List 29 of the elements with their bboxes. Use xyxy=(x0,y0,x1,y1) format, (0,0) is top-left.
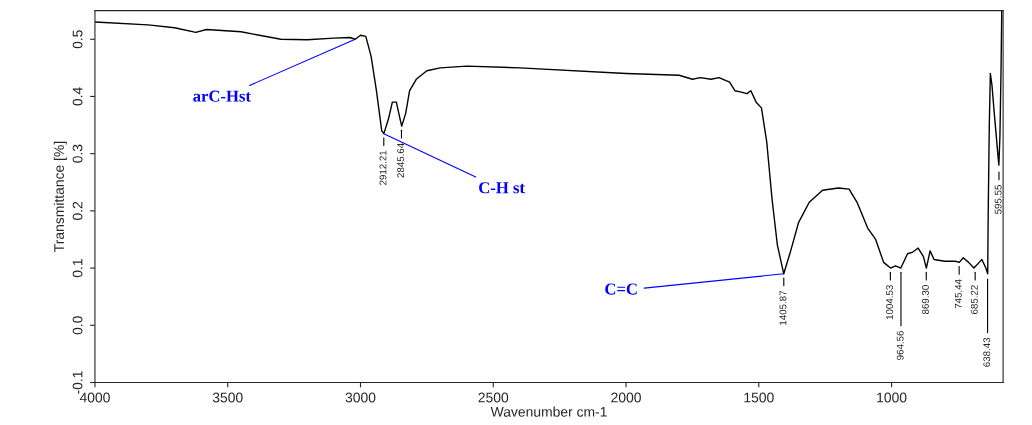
annotation: 1405.87 xyxy=(779,290,787,325)
x-tick-label: 2500 xyxy=(478,392,509,403)
annotation: 1004.53 xyxy=(886,285,893,320)
y-tick-label: 0.0 xyxy=(72,316,83,335)
annotation: 2845.64 xyxy=(397,143,405,178)
annotation: 685.22 xyxy=(970,285,978,314)
x-tick-label: 4000 xyxy=(79,392,110,403)
annotation: C-H st xyxy=(479,182,525,194)
y-tick-label: 0.5 xyxy=(72,30,83,49)
y-tick-label: 0.4 xyxy=(72,87,83,106)
x-tick-label: 1000 xyxy=(877,392,907,403)
annotation: C=C xyxy=(605,283,637,295)
x-axis-title: Wavenumber cm-1 xyxy=(490,406,607,417)
annotation: arC-Hst xyxy=(193,90,251,102)
annotation: 745.44 xyxy=(955,279,962,309)
annotation: 964.56 xyxy=(896,331,904,360)
annotation: 595.55 xyxy=(994,185,1002,214)
annotation: 869.30 xyxy=(922,285,929,315)
annotation: 2912.21 xyxy=(379,150,387,185)
y-tick-label: 0.1 xyxy=(72,259,83,278)
x-tick-label: 3000 xyxy=(345,392,376,403)
x-tick-label: 3500 xyxy=(212,392,243,403)
y-axis-title: Transmittance [%] xyxy=(53,141,67,252)
y-tick-label: 0.2 xyxy=(72,201,83,220)
annotation: 638.43 xyxy=(983,337,991,367)
x-tick-label: 1500 xyxy=(744,392,774,403)
x-tick-label: 2000 xyxy=(611,392,641,403)
y-tick-label: -0.1 xyxy=(72,371,83,394)
y-tick-label: 0.3 xyxy=(72,144,83,163)
